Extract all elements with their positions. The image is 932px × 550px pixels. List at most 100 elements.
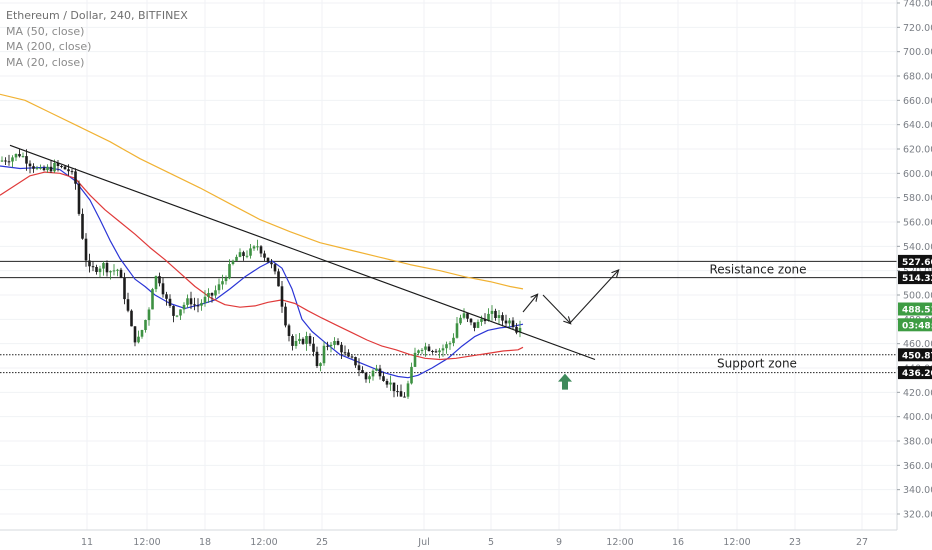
candle-body-70 — [245, 255, 249, 257]
price-tag-3: 03:48:14 — [898, 318, 932, 332]
candle-44 — [154, 275, 158, 293]
candle-body-83 — [291, 336, 294, 346]
indicator-label-ma200[interactable]: MA (200, close) — [6, 40, 92, 53]
candle-body-134 — [469, 318, 473, 323]
candle-77 — [270, 259, 273, 269]
indicator-label-ma20[interactable]: MA (20, close) — [6, 55, 85, 69]
candle-95 — [333, 337, 336, 349]
candle-body-85 — [298, 338, 301, 341]
candle-body-143 — [501, 315, 504, 321]
candle-body-54 — [189, 298, 193, 305]
candle-body-58 — [203, 296, 207, 303]
candle-body-82 — [287, 325, 291, 336]
candle-136 — [476, 319, 480, 329]
candle-body-45 — [158, 276, 161, 284]
y-tick-label-9: 560.00 — [903, 218, 932, 229]
candle-80 — [280, 281, 284, 313]
candle-body-24 — [84, 238, 88, 261]
candle-body-34 — [119, 269, 123, 278]
candle-45 — [158, 272, 161, 287]
candle-139 — [487, 308, 490, 322]
candle-body-131 — [459, 317, 462, 324]
candle-body-5 — [18, 154, 21, 157]
candle-126 — [441, 344, 445, 357]
candle-body-16 — [56, 163, 60, 166]
candle-54 — [189, 291, 193, 310]
candle-131 — [459, 314, 462, 325]
projection-arrow-1 — [542, 294, 570, 323]
candle-body-105 — [368, 376, 371, 380]
candle-67 — [235, 254, 238, 261]
candle-body-66 — [231, 260, 235, 264]
y-tick-label-18: 380.00 — [903, 437, 932, 448]
candle-body-116 — [406, 383, 410, 397]
candle-117 — [410, 362, 413, 385]
candle-0 — [0, 156, 4, 162]
price-tag-1: 514.32 — [898, 271, 932, 285]
candle-body-78 — [273, 264, 277, 272]
candle-88 — [308, 333, 312, 347]
candle-38 — [133, 326, 137, 347]
price-tag-label-5: 436.20 — [902, 369, 932, 379]
candle-body-129 — [452, 337, 455, 344]
candle-body-2 — [7, 161, 11, 163]
candle-25 — [88, 253, 91, 273]
y-tick-label-21: 320.00 — [903, 510, 932, 521]
y-tick-label-17: 400.00 — [903, 412, 932, 423]
candle-87 — [305, 331, 308, 351]
candle-35 — [123, 272, 126, 305]
candle-81 — [284, 302, 287, 328]
candle-body-93 — [326, 345, 329, 347]
x-tick-label-5: Jul — [417, 537, 429, 548]
candle-body-141 — [494, 310, 497, 318]
candle-4 — [14, 153, 18, 161]
candle-47 — [165, 291, 168, 306]
ma-line-2 — [0, 93, 524, 290]
candle-99 — [347, 349, 350, 358]
candle-5 — [18, 149, 21, 158]
price-tag-label-3: 03:48:14 — [902, 321, 932, 331]
price-tag-bg-5 — [898, 366, 932, 380]
candle-body-6 — [21, 156, 25, 158]
candle-145 — [508, 318, 511, 328]
candle-body-68 — [238, 252, 242, 257]
candle-body-1 — [4, 160, 7, 162]
candle-132 — [462, 308, 466, 320]
candle-body-41 — [144, 320, 147, 330]
candle-57 — [200, 299, 203, 311]
candle-body-96 — [336, 341, 340, 345]
candle-body-23 — [81, 213, 84, 239]
candle-141 — [494, 308, 497, 321]
candle-body-28 — [98, 268, 102, 273]
resistance-zone-label: Resistance zone — [709, 262, 806, 276]
candle-body-108 — [378, 368, 382, 377]
candle-body-74 — [259, 246, 263, 254]
candle-body-130 — [455, 323, 459, 338]
candle-107 — [375, 364, 378, 372]
candle-body-63 — [221, 281, 224, 285]
candle-43 — [151, 287, 154, 310]
price-tag-bg-3 — [898, 318, 932, 332]
candle-body-44 — [154, 276, 158, 290]
candle-100 — [350, 354, 354, 359]
candle-75 — [263, 250, 266, 262]
candle-body-126 — [441, 348, 445, 351]
candle-30 — [105, 260, 109, 277]
price-tag-bg-4 — [898, 348, 932, 362]
candle-body-101 — [354, 357, 357, 366]
annotations: Resistance zone Support zone — [522, 262, 807, 390]
candle-59 — [207, 288, 210, 303]
candle-body-50 — [175, 315, 179, 317]
candle-140 — [490, 305, 494, 321]
candle-121 — [424, 342, 427, 357]
candle-78 — [273, 263, 277, 275]
legend: Ethereum / Dollar, 240, BITFINEX MA (50,… — [6, 8, 188, 70]
candle-body-40 — [140, 330, 144, 337]
candle-body-19 — [67, 169, 70, 172]
candle-142 — [497, 310, 501, 325]
candle-body-117 — [410, 366, 413, 384]
indicator-label-ma50[interactable]: MA (50, close) — [6, 24, 85, 38]
y-tick-label-20: 340.00 — [903, 485, 932, 496]
